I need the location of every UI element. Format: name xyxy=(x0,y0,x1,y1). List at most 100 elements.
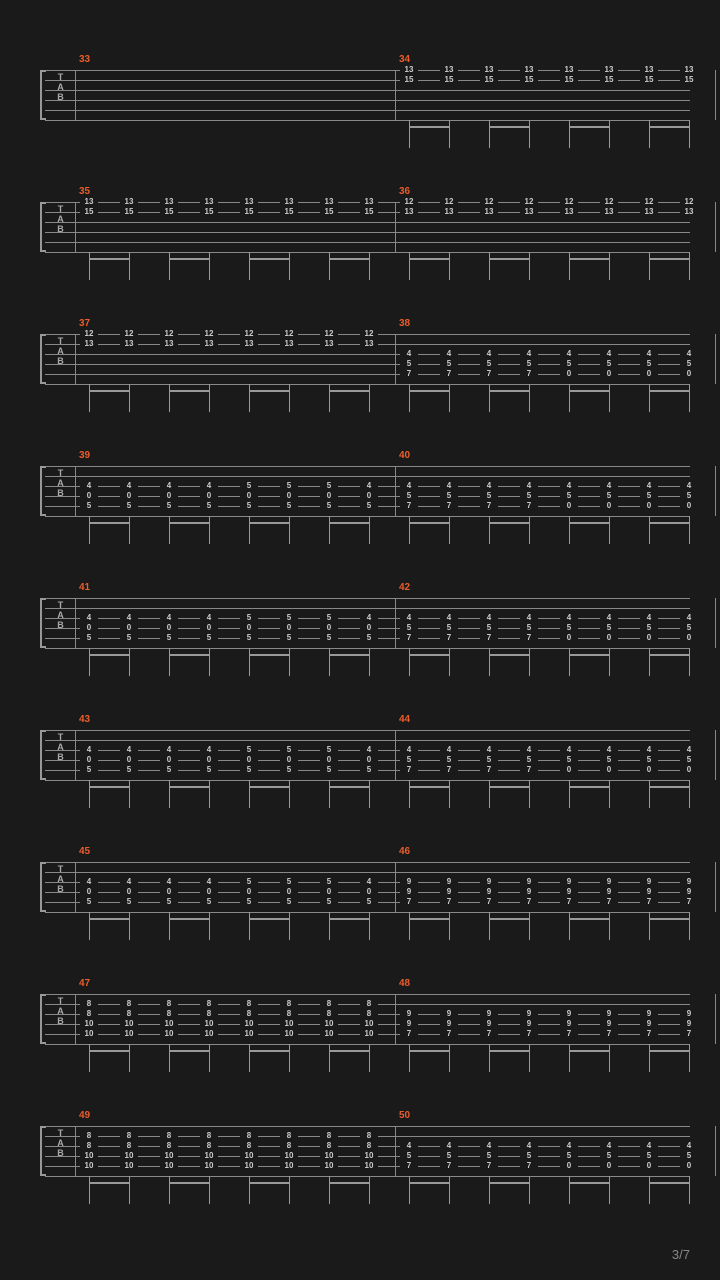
fret-number: 0 xyxy=(320,624,338,632)
tab-clef-label: TAB xyxy=(50,204,70,234)
fret-number: 5 xyxy=(120,898,138,906)
fret-number: 0 xyxy=(240,888,258,896)
fret-number: 9 xyxy=(520,878,538,886)
fret-number: 0 xyxy=(680,502,698,510)
fret-number: 5 xyxy=(640,360,658,368)
fret-number: 7 xyxy=(480,898,498,906)
fret-number: 5 xyxy=(240,634,258,642)
fret-number: 15 xyxy=(640,76,658,84)
fret-number: 7 xyxy=(640,898,658,906)
fret-number: 13 xyxy=(520,66,538,74)
fret-number: 5 xyxy=(480,624,498,632)
beam xyxy=(649,1182,690,1184)
beam xyxy=(409,1050,450,1052)
fret-number: 5 xyxy=(640,756,658,764)
fret-number: 15 xyxy=(360,208,378,216)
fret-number: 5 xyxy=(640,1152,658,1160)
beam xyxy=(329,1182,370,1184)
measure-number: 48 xyxy=(399,978,410,989)
fret-number: 15 xyxy=(120,208,138,216)
fret-number: 12 xyxy=(240,330,258,338)
fret-number: 5 xyxy=(200,502,218,510)
fret-number: 5 xyxy=(600,360,618,368)
fret-number: 5 xyxy=(280,878,298,886)
beam xyxy=(169,522,210,524)
fret-number: 0 xyxy=(600,502,618,510)
fret-number: 7 xyxy=(520,1162,538,1170)
fret-number: 4 xyxy=(600,614,618,622)
beam xyxy=(329,654,370,656)
fret-number: 13 xyxy=(80,198,98,206)
fret-number: 5 xyxy=(640,624,658,632)
fret-number: 5 xyxy=(160,502,178,510)
fret-number: 10 xyxy=(240,1030,258,1038)
fret-number: 5 xyxy=(280,766,298,774)
beam xyxy=(89,918,130,920)
fret-number: 0 xyxy=(560,1162,578,1170)
fret-number: 7 xyxy=(600,1030,618,1038)
fret-number: 5 xyxy=(400,360,418,368)
beam xyxy=(569,522,610,524)
beam xyxy=(569,258,610,260)
measure-number: 49 xyxy=(79,1110,90,1121)
fret-number: 4 xyxy=(200,482,218,490)
fret-number: 9 xyxy=(480,878,498,886)
fret-number: 9 xyxy=(400,1010,418,1018)
fret-number: 7 xyxy=(480,634,498,642)
fret-number: 15 xyxy=(440,76,458,84)
fret-number: 10 xyxy=(200,1152,218,1160)
fret-number: 0 xyxy=(120,624,138,632)
fret-number: 8 xyxy=(80,1142,98,1150)
beam xyxy=(89,390,130,392)
fret-number: 15 xyxy=(160,208,178,216)
fret-number: 5 xyxy=(280,614,298,622)
fret-number: 5 xyxy=(240,482,258,490)
beam xyxy=(89,1050,130,1052)
fret-number: 4 xyxy=(520,482,538,490)
staff-bracket xyxy=(40,598,46,648)
fret-number: 13 xyxy=(600,66,618,74)
fret-number: 4 xyxy=(600,482,618,490)
fret-number: 12 xyxy=(480,198,498,206)
fret-number: 0 xyxy=(640,502,658,510)
beam xyxy=(489,918,530,920)
fret-number: 0 xyxy=(640,766,658,774)
fret-number: 7 xyxy=(640,1030,658,1038)
fret-number: 0 xyxy=(160,624,178,632)
fret-number: 10 xyxy=(320,1152,338,1160)
staff-bracket xyxy=(40,730,46,780)
fret-number: 5 xyxy=(320,634,338,642)
fret-number: 13 xyxy=(400,208,418,216)
fret-number: 13 xyxy=(680,66,698,74)
fret-number: 5 xyxy=(360,766,378,774)
fret-number: 7 xyxy=(440,1030,458,1038)
beam xyxy=(649,522,690,524)
fret-number: 5 xyxy=(320,898,338,906)
fret-number: 15 xyxy=(320,208,338,216)
fret-number: 7 xyxy=(600,898,618,906)
fret-number: 5 xyxy=(440,360,458,368)
tab-clef-label: TAB xyxy=(50,600,70,630)
fret-number: 10 xyxy=(360,1152,378,1160)
tab-clef-label: TAB xyxy=(50,336,70,366)
fret-number: 10 xyxy=(120,1152,138,1160)
beam xyxy=(329,786,370,788)
beam xyxy=(649,390,690,392)
beam xyxy=(649,258,690,260)
beam xyxy=(169,258,210,260)
fret-number: 10 xyxy=(240,1162,258,1170)
fret-number: 12 xyxy=(280,330,298,338)
fret-number: 8 xyxy=(320,1010,338,1018)
fret-number: 7 xyxy=(400,502,418,510)
fret-number: 0 xyxy=(120,888,138,896)
fret-number: 0 xyxy=(320,492,338,500)
beam xyxy=(329,390,370,392)
beam xyxy=(489,126,530,128)
fret-number: 4 xyxy=(360,614,378,622)
fret-number: 9 xyxy=(560,878,578,886)
fret-number: 12 xyxy=(440,198,458,206)
fret-number: 4 xyxy=(440,1142,458,1150)
beam xyxy=(249,918,290,920)
fret-number: 0 xyxy=(80,888,98,896)
fret-number: 9 xyxy=(400,1020,418,1028)
